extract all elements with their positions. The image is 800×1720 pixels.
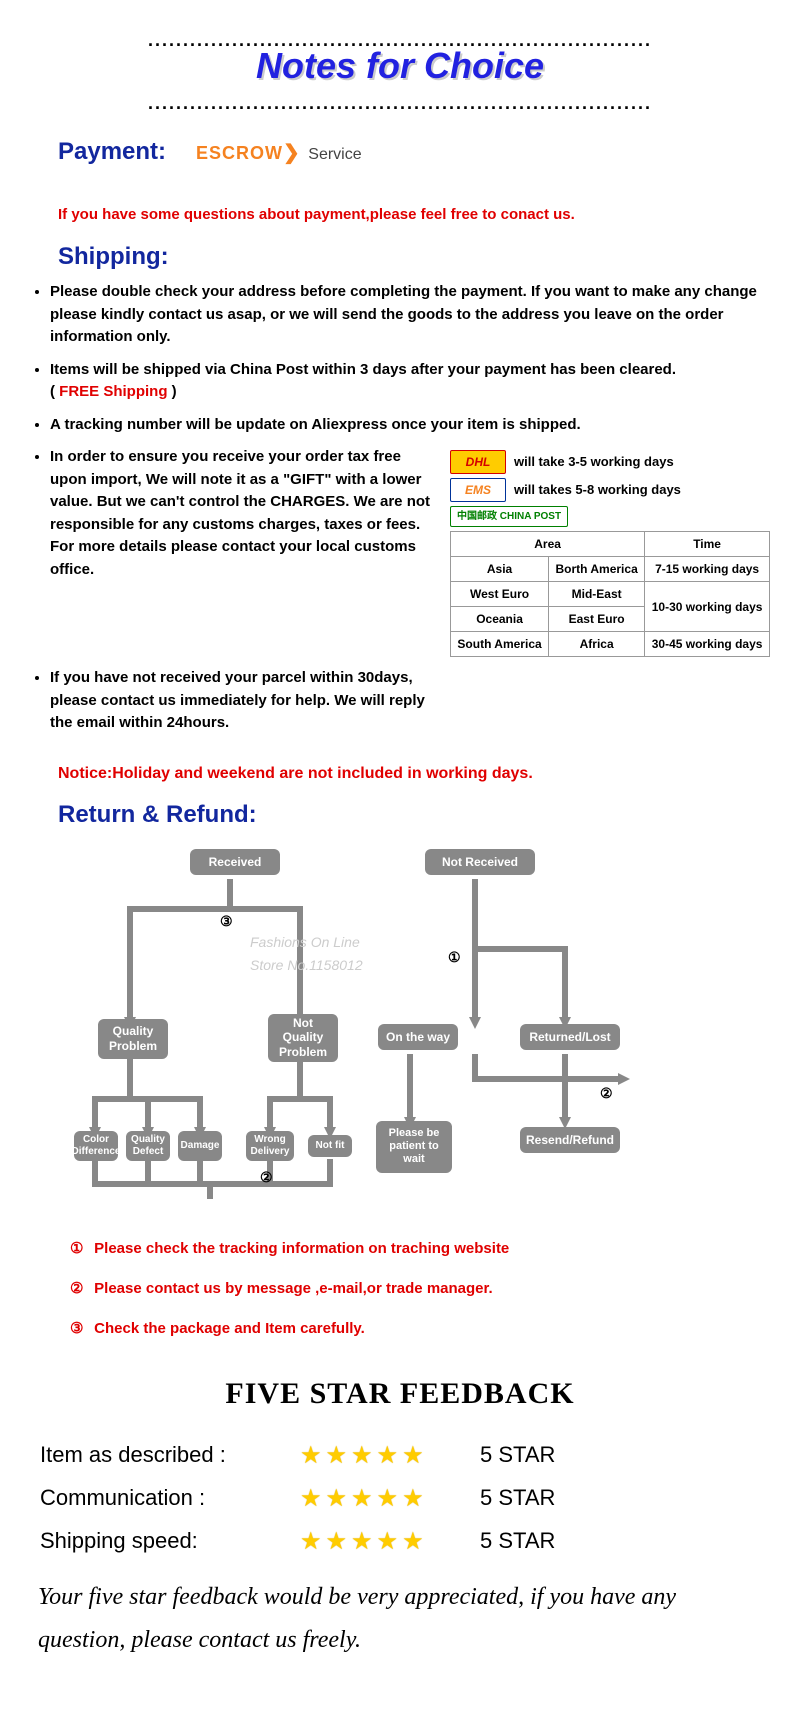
return-heading: Return & Refund: — [58, 801, 770, 829]
node-patient: Please be patient to wait — [376, 1121, 452, 1173]
node-quality-problem: Quality Problem — [98, 1019, 168, 1059]
feedback-title: FIVE STAR FEEDBACK — [30, 1377, 770, 1411]
node-not-quality-problem: Not Quality Problem — [268, 1014, 338, 1062]
step-text: Please contact us by message ,e-mail,or … — [94, 1280, 493, 1297]
feedback-row: Shipping speed: ★★★★★ 5 STAR — [40, 1527, 770, 1556]
label-two: ② — [600, 1085, 613, 1102]
shipping-item: Please double check your address before … — [50, 281, 770, 349]
label-three: ③ — [220, 913, 233, 930]
area-cell: South America — [451, 632, 549, 657]
return-flowchart: Received Not Received Fashions On Line S… — [80, 839, 720, 1209]
area-header: Area — [451, 532, 645, 557]
carrier-panel: DHL will take 3-5 working days EMS will … — [450, 446, 770, 657]
carrier-text: will takes 5-8 working days — [514, 480, 681, 500]
node-wrong-delivery: Wrong Delivery — [246, 1131, 294, 1161]
node-not-fit: Not fit — [308, 1135, 352, 1157]
carrier-row: 中国邮政 CHINA POST — [450, 506, 770, 527]
node-quality-defect: Quality Defect — [126, 1131, 170, 1161]
shipping-heading: Shipping: — [58, 243, 770, 271]
area-cell: Borth America — [549, 557, 645, 582]
node-received: Received — [190, 849, 280, 875]
feedback-rating: 5 STAR — [480, 1442, 555, 1468]
shipping-customs-text: In order to ensure you receive your orde… — [50, 446, 440, 657]
label-one: ① — [448, 949, 461, 966]
carrier-row: DHL will take 3-5 working days — [450, 450, 770, 474]
star-icons: ★★★★★ — [300, 1441, 480, 1470]
shipping-item: If you have not received your parcel wit… — [50, 667, 450, 735]
area-cell: Oceania — [451, 607, 549, 632]
feedback-row: Item as described : ★★★★★ 5 STAR — [40, 1441, 770, 1470]
watermark-line1: Fashions On Line — [250, 934, 360, 950]
shipping-item: A tracking number will be update on Alie… — [50, 414, 770, 437]
return-steps: ① Please check the tracking information … — [70, 1239, 770, 1337]
feedback-rating: 5 STAR — [480, 1528, 555, 1554]
time-cell: 10-30 working days — [645, 582, 770, 632]
time-cell: 7-15 working days — [645, 557, 770, 582]
shipping-item-text: Items will be shipped via China Post wit… — [50, 361, 676, 378]
step-text: Please check the tracking information on… — [94, 1240, 509, 1257]
payment-heading: Payment: — [58, 138, 166, 166]
feedback-rating: 5 STAR — [480, 1485, 555, 1511]
area-cell: East Euro — [549, 607, 645, 632]
shipping-item: In order to ensure you receive your orde… — [50, 446, 770, 657]
step-text: Check the package and Item carefully. — [94, 1320, 365, 1337]
area-cell: West Euro — [451, 582, 549, 607]
node-color-diff: Color Difference — [74, 1131, 118, 1161]
shipping-item: Items will be shipped via China Post wit… — [50, 359, 770, 404]
star-icons: ★★★★★ — [300, 1484, 480, 1513]
node-resend-refund: Resend/Refund — [520, 1127, 620, 1153]
carrier-row: EMS will takes 5-8 working days — [450, 478, 770, 502]
chinapost-badge: 中国邮政 CHINA POST — [450, 506, 568, 527]
area-time-table: Area Time Asia Borth America 7-15 workin… — [450, 531, 770, 657]
return-step: ③ Check the package and Item carefully. — [70, 1319, 770, 1337]
escrow-service: Service — [308, 146, 361, 163]
shipping-list: Please double check your address before … — [50, 281, 770, 735]
feedback-row: Communication : ★★★★★ 5 STAR — [40, 1484, 770, 1513]
escrow-badge: ESCROW❯ Service — [196, 140, 362, 165]
area-cell: Mid-East — [549, 582, 645, 607]
dhl-badge: DHL — [450, 450, 506, 474]
watermark-line2: Store No.1158012 — [250, 957, 363, 973]
closing-note: Your five star feedback would be very ap… — [38, 1576, 762, 1662]
holiday-notice: Notice:Holiday and weekend are not inclu… — [58, 765, 770, 783]
star-icons: ★★★★★ — [300, 1527, 480, 1556]
feedback-label: Communication : — [40, 1485, 300, 1511]
label-two-b: ② — [260, 1169, 273, 1186]
node-on-the-way: On the way — [378, 1024, 458, 1050]
ems-badge: EMS — [450, 478, 506, 502]
free-shipping-label: FREE Shipping — [59, 383, 167, 400]
step-number: ② — [70, 1279, 90, 1297]
free-shipping-prefix: ( — [50, 383, 59, 400]
feedback-label: Shipping speed: — [40, 1528, 300, 1554]
node-returned-lost: Returned/Lost — [520, 1024, 620, 1050]
time-cell: 30-45 working days — [645, 632, 770, 657]
node-damage: Damage — [178, 1131, 222, 1161]
escrow-arrow-icon: ❯ — [283, 142, 300, 164]
free-shipping-suffix: ) — [168, 383, 177, 400]
escrow-word: ESCROW — [196, 143, 283, 163]
carrier-text: will take 3-5 working days — [514, 452, 674, 472]
step-number: ③ — [70, 1319, 90, 1337]
area-cell: Asia — [451, 557, 549, 582]
payment-contact-note: If you have some questions about payment… — [58, 206, 770, 223]
area-cell: Africa — [549, 632, 645, 657]
return-step: ② Please contact us by message ,e-mail,o… — [70, 1279, 770, 1297]
time-header: Time — [645, 532, 770, 557]
return-step: ① Please check the tracking information … — [70, 1239, 770, 1257]
decorative-dots-bottom: ........................................… — [30, 93, 770, 114]
node-not-received: Not Received — [425, 849, 535, 875]
feedback-label: Item as described : — [40, 1442, 300, 1468]
step-number: ① — [70, 1239, 90, 1257]
page-title: Notes for Choice — [30, 45, 770, 87]
